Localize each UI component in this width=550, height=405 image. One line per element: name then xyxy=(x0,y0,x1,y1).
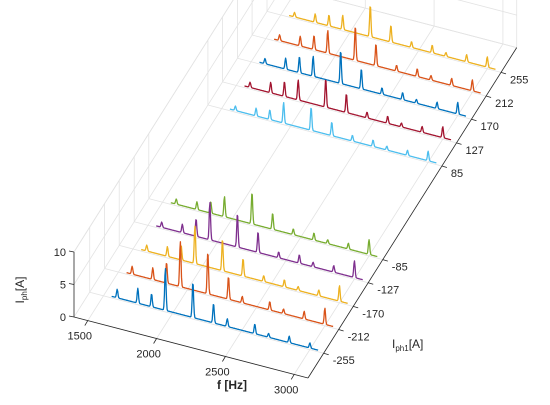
z-axis-label-sub: ph xyxy=(20,291,29,300)
y-axis-label-main: I xyxy=(392,337,395,351)
y-tick-label: 255 xyxy=(510,74,528,86)
z-tick-label: 0 xyxy=(60,312,66,324)
y-tick-label: 127 xyxy=(466,145,484,157)
y-tick-label: 85 xyxy=(451,168,463,180)
grid-line-back-z xyxy=(457,0,517,16)
grid-line-floor-y xyxy=(148,198,383,260)
y-axis-label: Iph1[A] xyxy=(392,337,423,353)
grid-line-left-z xyxy=(73,0,255,285)
series-line--212 xyxy=(126,241,334,328)
x-tick-mark xyxy=(153,338,157,344)
x-tick-label: 1500 xyxy=(68,331,92,343)
series-line-85 xyxy=(229,101,437,164)
grid-line-floor-y xyxy=(89,291,324,354)
y-tick-mark xyxy=(353,306,359,309)
series-line-212 xyxy=(273,27,481,94)
grid-line-floor-y xyxy=(119,245,354,307)
grid-line-floor-y xyxy=(104,268,339,330)
y-tick-label: -85 xyxy=(392,262,408,274)
grid-line-left-z xyxy=(73,0,275,318)
grid-line-floor-x xyxy=(293,43,504,375)
y-tick-label: 170 xyxy=(481,121,499,133)
series-line--170 xyxy=(140,225,348,304)
grid-edge-top-left xyxy=(73,0,234,253)
grid-line-floor-x xyxy=(87,0,291,321)
y-tick-label: -255 xyxy=(333,355,355,367)
x-axis-line xyxy=(73,316,309,379)
y-tick-label: -212 xyxy=(348,332,370,344)
z-tick-mark xyxy=(68,315,75,318)
series-line-170 xyxy=(259,51,467,117)
z-tick-mark xyxy=(68,283,75,285)
grid-line-floor-y xyxy=(237,57,472,120)
y-tick-mark xyxy=(441,165,448,168)
y-axis-label-sub: ph1 xyxy=(395,344,409,353)
z-tick-mark xyxy=(68,250,75,253)
y-axis-label-tail: [A] xyxy=(409,337,424,351)
x-tick-label: 2000 xyxy=(136,349,160,361)
x-tick-label: 3000 xyxy=(274,384,298,396)
y-tick-mark xyxy=(323,352,329,356)
grid-line-floor-y xyxy=(222,81,457,144)
grid-line-floor-y xyxy=(266,11,502,73)
y-tick-mark xyxy=(382,259,388,262)
x-axis-label: f [Hz] xyxy=(217,378,247,392)
y-tick-mark xyxy=(500,72,507,75)
x-tick-mark xyxy=(290,374,295,380)
y-tick-label: 212 xyxy=(495,98,513,110)
y-tick-mark xyxy=(471,118,477,122)
y-tick-label: -127 xyxy=(377,285,399,297)
axis-layer xyxy=(68,47,518,380)
y-tick-mark xyxy=(368,282,374,285)
series-line--127 xyxy=(155,201,363,281)
z-tick-label: 5 xyxy=(60,280,66,292)
grid-line-floor-x xyxy=(225,25,435,357)
x-tick-label: 2500 xyxy=(205,367,229,379)
z-tick-label: 10 xyxy=(54,247,66,259)
y-tick-label: -170 xyxy=(362,308,384,320)
grid-line-floor-y xyxy=(251,34,487,97)
y-tick-mark xyxy=(338,329,344,332)
x-tick-mark xyxy=(84,320,89,326)
y-tick-mark xyxy=(485,95,492,98)
x-tick-mark xyxy=(222,356,226,362)
label-layer: f [Hz] Iph1[A] Iph[A] 1500200025003000-2… xyxy=(13,74,528,396)
grid-line-floor-y xyxy=(207,104,443,167)
series-line--255 xyxy=(111,267,319,351)
series-line-127 xyxy=(244,79,452,141)
y-axis-line xyxy=(307,47,518,379)
grid-line-back-z xyxy=(332,0,517,48)
z-axis-label-tail: [A] xyxy=(13,277,27,292)
grid-edge-floor-back xyxy=(332,0,517,48)
grid-line-floor-x xyxy=(156,7,366,339)
series-line-255 xyxy=(288,6,496,70)
z-axis-label-main: I xyxy=(13,300,27,303)
grid-layer xyxy=(73,0,518,375)
z-axis-label: Iph[A] xyxy=(13,277,29,304)
y-tick-mark xyxy=(456,142,462,145)
grid-line-floor-y xyxy=(134,221,369,284)
series-line--85 xyxy=(170,193,378,258)
series-layer xyxy=(111,6,496,351)
